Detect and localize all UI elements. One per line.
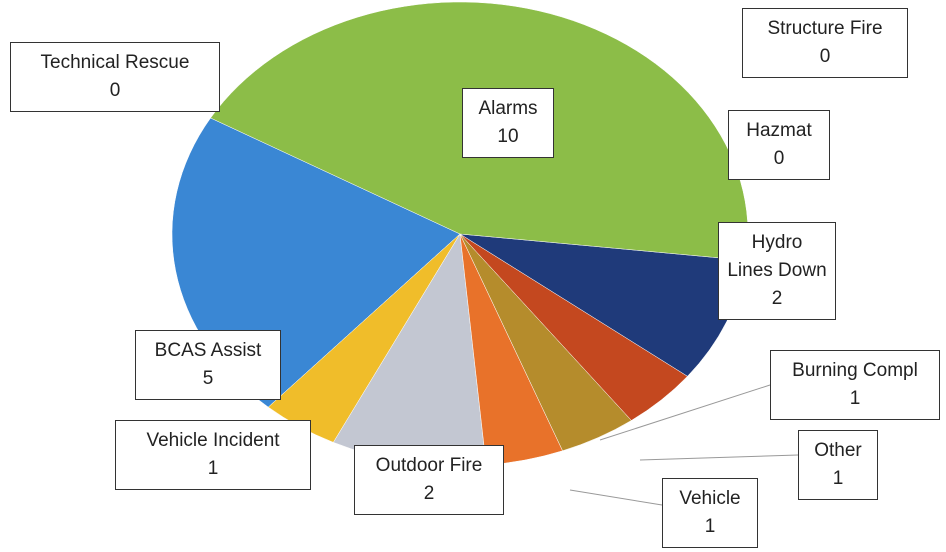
label-name: Other [814, 440, 862, 461]
data-label: Vehicle Incident 1 [115, 420, 311, 490]
label-name: Burning Compl [792, 360, 918, 381]
label-value: 10 [497, 126, 519, 147]
label-name: Hazmat [746, 120, 812, 141]
data-label: Hydro Lines Down 2 [718, 222, 836, 320]
label-value: 0 [109, 80, 121, 101]
label-value: 1 [832, 468, 844, 489]
label-name: Hydro Lines Down [727, 232, 827, 281]
data-label: Other 1 [798, 430, 878, 500]
leader-line [569, 489, 663, 506]
leader-line [599, 384, 771, 441]
label-value: 0 [773, 148, 785, 169]
label-value: 1 [849, 388, 861, 409]
data-label: Hazmat 0 [728, 110, 830, 180]
label-value: 2 [423, 483, 435, 504]
label-name: BCAS Assist [154, 340, 262, 361]
data-label: BCAS Assist 5 [135, 330, 281, 400]
label-name: Technical Rescue [40, 52, 190, 73]
data-label: Burning Compl 1 [770, 350, 940, 420]
label-name: Structure Fire [767, 18, 883, 39]
label-name: Vehicle [679, 488, 741, 509]
label-value: 0 [819, 46, 831, 67]
leader-line [639, 454, 799, 461]
label-value: 5 [202, 368, 214, 389]
data-label: Vehicle 1 [662, 478, 758, 548]
label-name: Vehicle Incident [146, 430, 280, 451]
label-name: Alarms [478, 98, 538, 119]
label-value: 2 [771, 288, 783, 309]
data-label: Outdoor Fire 2 [354, 445, 504, 515]
label-name: Outdoor Fire [375, 455, 483, 476]
data-label: Technical Rescue 0 [10, 42, 220, 112]
label-value: 1 [704, 516, 716, 537]
data-label: Alarms 10 [462, 88, 554, 158]
label-value: 1 [207, 458, 219, 479]
data-label: Structure Fire 0 [742, 8, 908, 78]
leader-lines [569, 384, 799, 506]
